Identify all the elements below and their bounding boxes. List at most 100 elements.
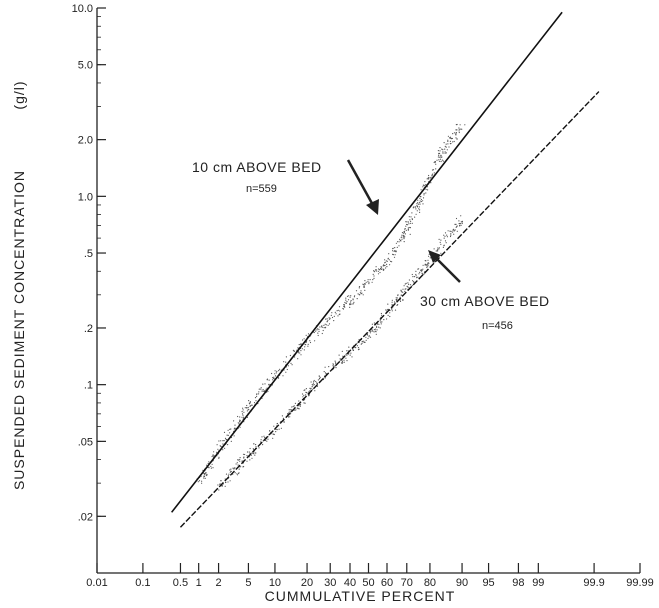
scatter-point-series-1 (255, 446, 257, 448)
scatter-point-series-1 (380, 323, 382, 325)
scatter-point-series-1 (450, 233, 452, 235)
scatter-point-series-0 (334, 311, 336, 313)
scatter-point-series-0 (405, 221, 407, 223)
scatter-point-series-1 (387, 303, 389, 305)
y-tick-label: 2.0 (78, 135, 93, 147)
scatter-point-series-0 (304, 346, 306, 348)
scatter-point-series-1 (437, 250, 439, 252)
scatter-point-series-0 (426, 178, 428, 180)
scatter-point-series-1 (314, 390, 316, 392)
scatter-point-series-0 (224, 447, 226, 449)
scatter-point-series-0 (239, 420, 241, 422)
scatter-point-series-1 (246, 455, 248, 457)
scatter-point-series-0 (364, 289, 366, 291)
scatter-point-series-0 (327, 324, 329, 326)
scatter-point-series-1 (439, 241, 441, 243)
scatter-point-series-0 (268, 383, 270, 385)
scatter-point-series-1 (385, 309, 387, 311)
scatter-point-series-1 (246, 451, 249, 453)
scatter-point-series-0 (254, 397, 257, 399)
scatter-point-series-0 (350, 295, 352, 297)
scatter-point-series-1 (447, 230, 449, 232)
scatter-point-series-0 (359, 292, 361, 294)
scatter-point-series-0 (255, 400, 257, 402)
scatter-point-series-1 (305, 388, 307, 390)
scatter-point-series-0 (314, 340, 316, 342)
scatter-point-series-1 (411, 273, 413, 276)
scatter-point-series-0 (226, 434, 228, 436)
scatter-point-series-0 (343, 304, 345, 306)
scatter-point-series-0 (442, 151, 444, 153)
scatter-point-series-0 (242, 407, 244, 409)
scatter-point-series-0 (358, 287, 360, 289)
scatter-point-series-1 (311, 386, 313, 388)
scatter-point-series-0 (331, 312, 333, 314)
scatter-point-series-0 (406, 223, 408, 226)
scatter-point-series-1 (372, 330, 374, 332)
scatter-point-series-1 (364, 341, 366, 343)
x-tick-label: 0.1 (135, 577, 150, 589)
scatter-point-series-0 (347, 299, 350, 301)
scatter-point-series-1 (324, 377, 326, 379)
scatter-point-series-0 (285, 371, 287, 373)
scatter-point-series-0 (441, 148, 443, 150)
scatter-point-series-1 (389, 312, 391, 314)
scatter-point-series-1 (269, 430, 271, 432)
scatter-point-series-0 (318, 330, 320, 332)
x-tick-label: 50 (362, 577, 374, 589)
scatter-point-series-0 (392, 253, 394, 255)
scatter-point-series-1 (459, 223, 462, 225)
scatter-point-series-0 (419, 202, 421, 204)
scatter-point-series-0 (227, 429, 229, 431)
scatter-point-series-0 (385, 260, 387, 262)
scatter-point-series-0 (428, 178, 430, 180)
scatter-point-series-0 (274, 370, 276, 372)
scatter-point-series-0 (249, 403, 251, 405)
scatter-point-series-1 (301, 393, 304, 395)
scatter-point-series-0 (406, 224, 409, 226)
scatter-point-series-1 (294, 402, 296, 404)
scatter-point-series-0 (445, 152, 447, 154)
scatter-point-series-0 (439, 156, 441, 158)
scatter-point-series-1 (227, 475, 229, 477)
scatter-point-series-0 (456, 129, 458, 131)
scatter-point-series-1 (440, 243, 442, 245)
scatter-point-series-1 (405, 282, 407, 284)
scatter-point-series-0 (265, 388, 267, 390)
scatter-point-series-1 (229, 469, 231, 471)
scatter-point-series-0 (283, 361, 285, 363)
scatter-point-series-1 (411, 284, 413, 287)
scatter-point-series-1 (260, 439, 262, 441)
scatter-point-series-0 (414, 216, 416, 218)
scatter-point-series-1 (452, 228, 455, 230)
scatter-point-series-0 (307, 333, 310, 335)
scatter-point-series-0 (220, 446, 222, 448)
scatter-point-series-0 (248, 400, 250, 402)
scatter-point-series-0 (206, 464, 208, 466)
scatter-point-series-0 (316, 329, 318, 331)
scatter-point-series-0 (438, 153, 440, 155)
scatter-point-series-0 (297, 352, 299, 354)
scatter-point-series-0 (309, 340, 311, 342)
scatter-point-series-0 (344, 301, 346, 304)
scatter-point-series-0 (401, 238, 403, 240)
scatter-point-series-1 (338, 354, 340, 356)
scatter-point-series-0 (342, 308, 345, 310)
scatter-point-series-0 (239, 426, 241, 428)
scatter-point-series-1 (357, 347, 360, 349)
scatter-point-series-0 (403, 238, 405, 240)
scatter-point-series-0 (286, 368, 288, 371)
scatter-point-series-1 (413, 281, 415, 283)
scatter-point-series-0 (204, 477, 206, 479)
scatter-point-series-1 (293, 405, 295, 407)
scatter-point-series-0 (367, 279, 369, 281)
scatter-point-series-1 (288, 409, 290, 411)
scatter-point-series-0 (438, 160, 441, 162)
scatter-point-series-0 (394, 254, 396, 256)
scatter-point-series-1 (361, 340, 363, 343)
scatter-point-series-1 (376, 325, 378, 327)
y-tick-label: 5.0 (78, 60, 93, 72)
scatter-point-series-1 (402, 291, 404, 293)
scatter-point-series-1 (365, 336, 367, 338)
scatter-point-series-1 (310, 387, 312, 389)
